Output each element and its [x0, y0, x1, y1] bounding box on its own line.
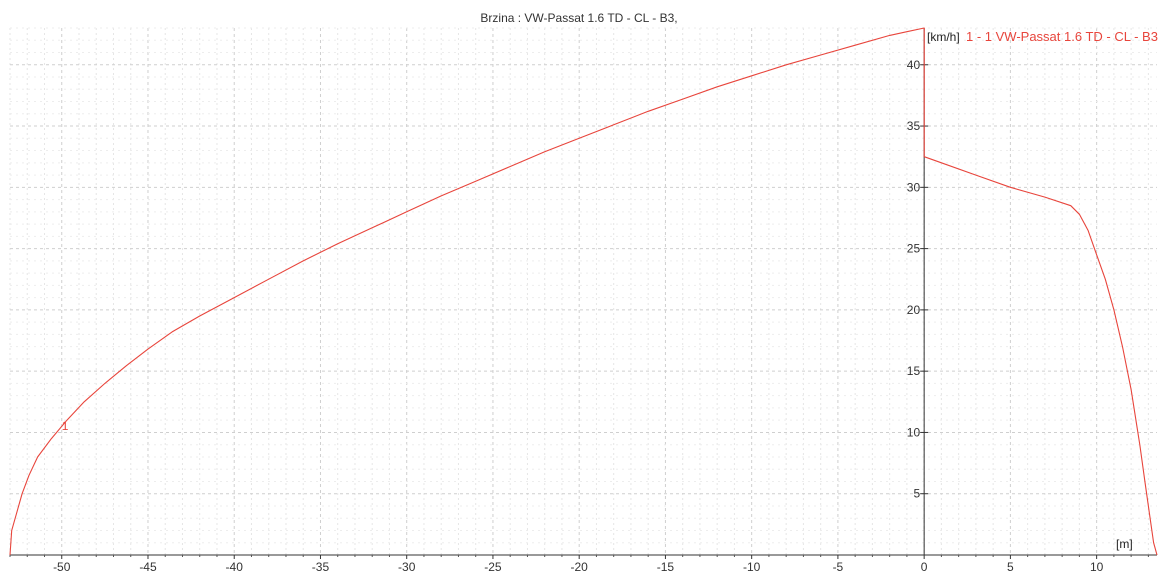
x-tick-label: -45: [139, 560, 157, 572]
y-axis-unit-label: [km/h]: [927, 30, 960, 44]
y-tick-label: 25: [907, 242, 921, 256]
x-tick-label: 5: [1007, 560, 1014, 572]
x-tick-label: -10: [743, 560, 761, 572]
y-tick-label: 10: [907, 425, 921, 439]
x-tick-label: -5: [833, 560, 844, 572]
y-tick-label: 30: [907, 180, 921, 194]
series-label: 1: [62, 419, 69, 433]
legend-entry: 1 - 1 VW-Passat 1.6 TD - CL - B3: [966, 29, 1158, 44]
y-tick-label: 5: [913, 487, 920, 501]
data-series: 1: [9, 27, 1158, 556]
x-tick-label: 0: [921, 560, 928, 572]
tick-labels: -50 -45 -40 -35 -30 -25 -20 -15 -10 -5 0 5 105101520…: [53, 58, 1104, 572]
x-tick-label: -20: [571, 560, 589, 572]
x-tick-label: -35: [312, 560, 330, 572]
x-tick-label: -30: [398, 560, 416, 572]
chart-title: Brzina : VW-Passat 1.6 TD - CL - B3,: [480, 11, 677, 25]
x-tick-label: 10: [1090, 560, 1104, 572]
x-tick-label: -15: [657, 560, 675, 572]
y-tick-label: 35: [907, 119, 921, 133]
x-tick-label: -40: [226, 560, 244, 572]
series-line: [9, 27, 1158, 556]
y-tick-label: 15: [907, 364, 921, 378]
x-axis-unit-label: [m]: [1116, 537, 1133, 551]
x-tick-label: -25: [484, 560, 502, 572]
grid-lines: [9, 27, 1157, 555]
x-tick-label: -50: [53, 560, 71, 572]
y-tick-label: 40: [907, 58, 921, 72]
y-tick-label: 20: [907, 303, 921, 317]
